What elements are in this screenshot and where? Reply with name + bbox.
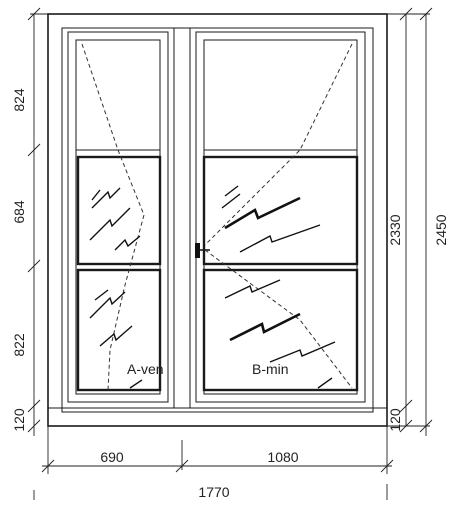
bottom-dimension-chain <box>33 426 394 500</box>
dim-left-1: 824 <box>11 88 27 112</box>
handle-icon <box>195 243 210 258</box>
dim-right-outer: 2450 <box>433 214 449 245</box>
label-left-leaf: A-ven <box>127 361 164 377</box>
dim-left-3: 822 <box>11 333 27 357</box>
center-mullion <box>173 28 191 408</box>
glazing-bars <box>76 149 359 392</box>
left-sash <box>67 31 169 403</box>
opening-lines <box>81 43 353 391</box>
dim-bottom-2: 1080 <box>267 449 298 465</box>
dim-right-inner-2: 120 <box>387 408 403 432</box>
right-sash <box>195 31 366 403</box>
right-dimension-chain <box>387 7 433 436</box>
dim-right-inner-1: 2330 <box>387 214 403 245</box>
dim-bottom-1: 690 <box>100 449 124 465</box>
glass-reflections <box>89 185 336 389</box>
left-dimension-chain <box>27 7 48 436</box>
window-frame <box>47 13 388 427</box>
dim-left-2: 684 <box>11 200 27 224</box>
dim-bottom-total: 1770 <box>198 484 229 500</box>
dim-left-4: 120 <box>11 408 27 432</box>
label-right-leaf: B-min <box>252 361 289 377</box>
